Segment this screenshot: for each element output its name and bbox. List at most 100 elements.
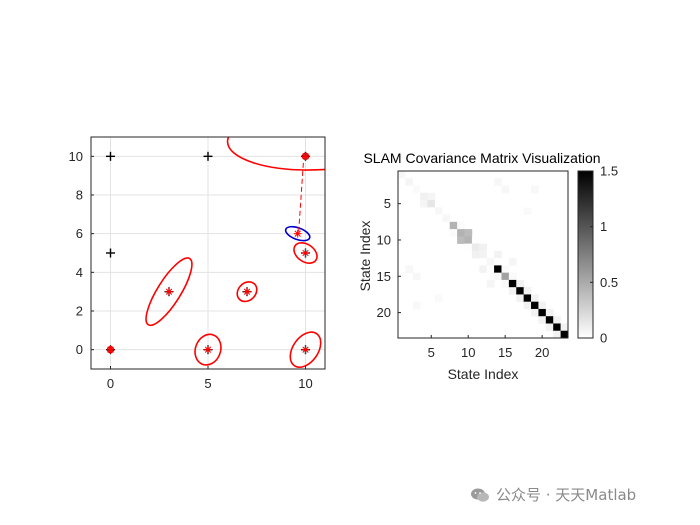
colorbar-tick-label: 0.5 [600,275,618,290]
x-tick-label: 0 [107,376,114,391]
heatmap-cell [457,229,465,237]
heatmap-cell [486,258,495,266]
heatmap-cell [412,301,421,310]
heatmap-cell [412,192,421,201]
x-tick-label: 10 [298,376,312,391]
hm-x-tick-label: 15 [498,345,512,360]
estimated-landmark-marker [106,345,115,354]
heatmap-cell [479,265,487,273]
observation-line [298,160,305,232]
wechat-icon [471,488,489,502]
heatmap-cell [449,229,458,237]
heatmap-cell [427,200,436,208]
heatmap-cell [434,200,443,208]
heatmap-cell [494,265,502,273]
colorbar-tick-label: 1 [600,219,607,234]
heatmap-ticks: 5 10 15 20 5 10 15 20 [377,196,550,360]
landmark-covariance-ellipse [293,242,318,264]
heatmap-cell [412,272,421,281]
heatmap-cell [523,301,532,310]
heatmap-cell [531,185,539,194]
left-ticks: 0 5 10 0 2 4 6 8 10 [69,149,313,391]
heatmap-cell [398,171,406,179]
heatmap-cell [486,250,495,259]
hm-y-tick-label: 10 [377,232,391,247]
heatmap-cell [545,316,554,324]
heatmap-cell [508,279,517,288]
heatmap-cell [553,330,561,339]
heatmap-axes-box [397,170,569,339]
heatmap-cell [412,185,421,194]
heatmap-cell [553,323,561,332]
heatmap-cell [442,214,451,223]
heatmap-cell [523,207,532,215]
y-tick-label: 0 [76,342,83,357]
colorbar: 0 0.5 1 1.5 [577,164,618,346]
landmark-plot: 0 5 10 0 2 4 6 8 10 [69,136,326,391]
heatmap-cell [560,330,569,339]
heatmap-cell [545,308,554,317]
heatmap-cell [538,301,547,310]
estimated-landmark-marker [301,345,310,354]
estimated-landmark-marker [301,152,310,161]
y-tick-label: 6 [76,226,83,241]
heatmap-cell [538,316,547,324]
heatmap-cell [479,250,487,259]
heatmap-cell [434,207,443,215]
heatmap-cell [545,323,554,332]
heatmap-cell [405,265,414,273]
watermark: 公众号 · 天天Matlab [470,484,636,505]
hm-y-tick-label: 20 [377,305,391,320]
heatmap-cell [523,294,532,302]
heatmap-title: SLAM Covariance Matrix Visualization [363,150,600,166]
estimated-landmark-marker [243,287,251,296]
heatmap-cell [464,236,473,244]
estimated-landmark-marker [301,249,310,257]
heatmap-cell [501,185,510,194]
heatmap-cell [531,294,539,302]
heatmap-cell [398,178,406,186]
heatmap-ylabel: State Index [357,221,373,292]
heatmap-cell [516,294,524,302]
heatmap-cell [501,279,510,288]
heatmap-cell [405,171,414,179]
colorbar-tick-label: 0 [600,331,607,346]
true-landmark-marker [106,248,115,258]
heatmap-cell [412,178,421,186]
heatmap-cell [442,221,451,230]
heatmap-cell [405,185,414,194]
heatmap-cell [501,265,510,273]
y-tick-label: 2 [76,304,83,319]
robot-covariance-ellipse [284,225,311,242]
heatmap-cell [420,185,428,194]
heatmap-cell [471,250,480,259]
landmark-covariance-ellipse [194,333,222,366]
heatmap-cell [523,287,532,295]
heatmap-cell [457,221,465,230]
left-plot-content [106,137,325,368]
heatmap-cell [508,258,517,266]
landmark-covariance-ellipse [236,281,258,303]
landmark-covariance-ellipse [145,257,193,327]
heatmap-cell [516,279,524,288]
heatmap-cell [508,272,517,281]
heatmap-cell [420,192,428,201]
heatmap-cell [508,287,517,295]
heatmap-cell [538,308,547,317]
heatmap-cells [398,171,569,339]
hm-y-tick-label: 5 [384,196,391,211]
heatmap-cell [479,258,487,266]
heatmap-cell [420,200,428,208]
covariance-heatmap: SLAM Covariance Matrix Visualization 5 10… [357,150,618,382]
estimated-landmark-marker [293,229,302,238]
heatmap-cell [434,214,443,223]
watermark-text: 公众号 · 天天Matlab [496,486,637,504]
heatmap-cell [479,243,487,252]
heatmap-cell [531,308,539,317]
heatmap-cell [494,250,502,259]
hm-x-tick-label: 10 [461,345,475,360]
heatmap-cell [449,214,458,223]
heatmap-cell [486,279,495,288]
heatmap-cell [434,294,443,302]
